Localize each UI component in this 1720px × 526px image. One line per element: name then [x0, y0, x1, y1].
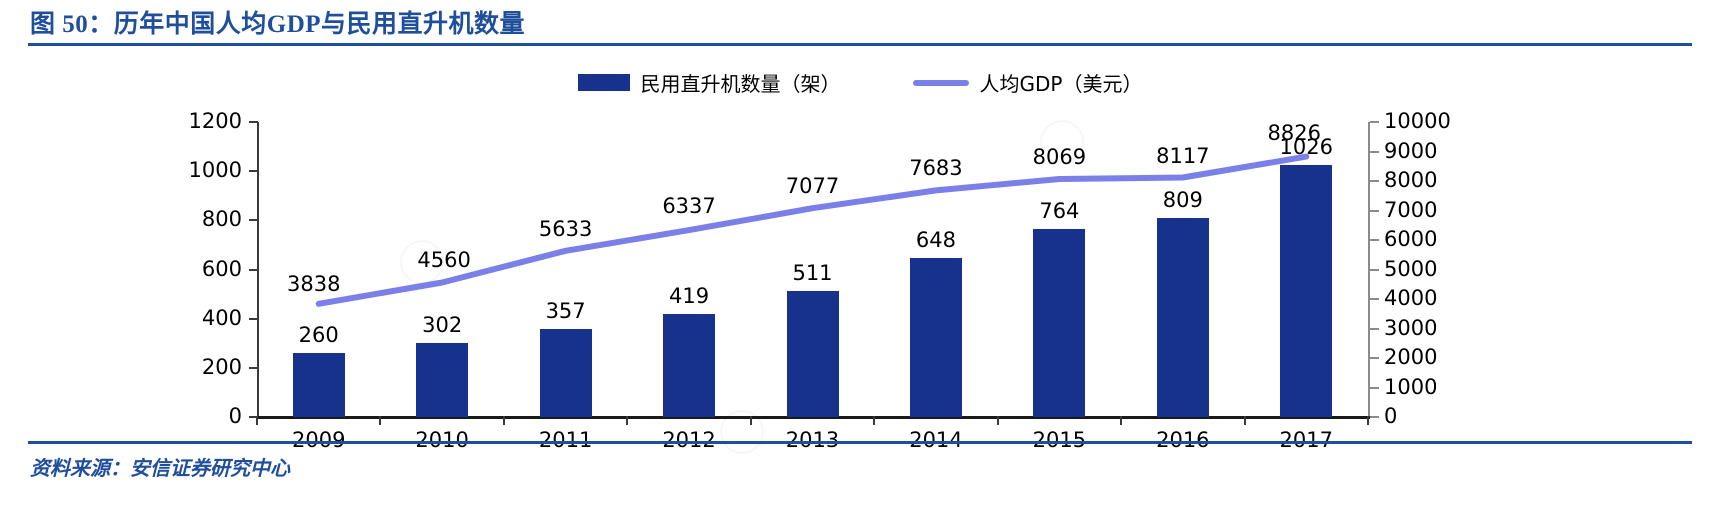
- gdp-value-label: 8826: [1267, 120, 1321, 145]
- y-axis-left-label: 800: [201, 207, 242, 232]
- x-axis-label: 2015: [1032, 428, 1087, 452]
- y-axis-right-label: 3000: [1384, 315, 1438, 340]
- bar[interactable]: [909, 257, 962, 417]
- x-axis-tick: [626, 416, 629, 425]
- y-axis-left-tick: [249, 121, 258, 123]
- legend-label-helicopter-count: 民用直升机数量（架）: [640, 72, 841, 96]
- gdp-value-label: 3838: [286, 271, 341, 296]
- x-axis-line: [257, 416, 1370, 419]
- gdp-value-label: 6337: [662, 194, 716, 219]
- x-axis-label: 2013: [785, 428, 840, 452]
- y-axis-right-tick: [1370, 150, 1379, 153]
- y-axis-left-tick: [249, 268, 258, 271]
- bar-swatch-icon: [577, 74, 630, 91]
- y-axis-right-tick: [1370, 357, 1379, 359]
- y-axis-left-tick: [249, 219, 258, 222]
- bar[interactable]: [1156, 218, 1209, 417]
- x-axis-tick: [749, 416, 752, 425]
- x-axis-tick: [996, 416, 999, 425]
- title-divider: [28, 43, 1692, 46]
- chart-legend: 民用直升机数量（架） 人均GDP（美元）: [0, 68, 1720, 97]
- y-axis-left-label: 200: [201, 354, 242, 379]
- x-axis-label: 2017: [1279, 428, 1333, 452]
- bar[interactable]: [786, 291, 839, 417]
- y-axis-right-label: 7000: [1384, 197, 1438, 222]
- y-axis-right-line: [1368, 122, 1370, 418]
- x-axis-label: 2016: [1156, 428, 1210, 452]
- y-axis-right-tick: [1370, 327, 1379, 330]
- x-axis-label: 2014: [909, 428, 963, 452]
- x-axis-tick: [873, 416, 876, 425]
- x-axis-tick: [1120, 416, 1123, 425]
- bar[interactable]: [663, 313, 716, 417]
- y-axis-left-line: [257, 122, 259, 418]
- y-axis-right-label: 4000: [1384, 286, 1438, 310]
- legend-label-gdp-per-capita: 人均GDP（美元）: [979, 72, 1143, 96]
- chart-plot-area: 0 200 400 600 800 1000 1200 0 1000 2000 3000 4000 5…: [0, 109, 1720, 452]
- y-axis-right-tick: [1370, 416, 1379, 418]
- y-axis-right-label: 0: [1384, 404, 1398, 428]
- gdp-line-series: [315, 153, 1310, 307]
- y-axis-right-label: 9000: [1384, 138, 1438, 163]
- bar-value-label: 419: [669, 283, 710, 308]
- bar[interactable]: [292, 353, 345, 417]
- y-axis-left-label: 1200: [188, 109, 242, 133]
- y-axis-right-tick: [1370, 180, 1379, 182]
- line-swatch-icon: [912, 79, 969, 86]
- y-axis-left-tick: [249, 416, 258, 418]
- y-axis-right-tick: [1370, 268, 1379, 271]
- y-axis-right-label: 10000: [1384, 109, 1451, 133]
- y-axis-right-label: 5000: [1384, 256, 1438, 281]
- y-axis-right-tick: [1370, 209, 1379, 212]
- x-axis-label: 2009: [291, 428, 346, 452]
- bar-value-label: 302: [422, 312, 463, 337]
- x-axis-label: 2011: [538, 428, 593, 452]
- legend-item-helicopter-count[interactable]: 民用直升机数量（架）: [577, 68, 841, 97]
- bar-value-label: 809: [1162, 188, 1203, 213]
- y-axis-right-tick: [1370, 239, 1379, 241]
- bar[interactable]: [1280, 164, 1333, 417]
- y-axis-left-tick: [249, 366, 258, 369]
- x-axis-tick: [1367, 416, 1369, 425]
- footer-divider: [28, 441, 1692, 444]
- y-axis-left-label: 400: [201, 305, 242, 330]
- figure-header: 图 50：历年中国人均GDP与民用直升机数量: [0, 0, 1720, 52]
- x-axis-tick: [1243, 416, 1246, 425]
- y-axis-left-label: 0: [228, 404, 242, 428]
- gdp-value-label: 4560: [417, 248, 471, 273]
- y-axis-left-tick: [249, 317, 258, 320]
- y-axis-right-tick: [1370, 298, 1379, 300]
- source-note: 资料来源：安信证券研究中心: [30, 458, 290, 480]
- gdp-value-label: 8069: [1032, 144, 1087, 169]
- x-axis-label: 2010: [415, 428, 469, 452]
- bar-value-label: 260: [298, 323, 339, 348]
- bar[interactable]: [416, 342, 469, 417]
- y-axis-left-label: 600: [201, 256, 242, 281]
- y-axis-left-tick: [249, 170, 258, 173]
- y-axis-right-label: 2000: [1384, 345, 1438, 369]
- gdp-value-label: 7683: [909, 156, 963, 181]
- bar-value-label: 764: [1039, 199, 1080, 224]
- gdp-value-label: 7077: [785, 174, 840, 199]
- y-axis-right-label: 8000: [1384, 168, 1438, 192]
- x-axis-label: 2012: [662, 428, 716, 452]
- y-axis-right-tick: [1370, 386, 1379, 389]
- y-axis-right-label: 6000: [1384, 227, 1438, 251]
- bar-value-label: 511: [792, 261, 833, 286]
- y-axis-right-tick: [1370, 121, 1379, 123]
- bar-value-label: 357: [545, 299, 586, 324]
- gdp-value-label: 5633: [538, 216, 593, 241]
- legend-item-gdp-per-capita[interactable]: 人均GDP（美元）: [912, 68, 1143, 97]
- bar[interactable]: [539, 329, 592, 417]
- x-axis-tick: [379, 416, 382, 425]
- gdp-value-label: 8117: [1156, 143, 1210, 168]
- y-axis-right-label: 1000: [1384, 374, 1438, 399]
- x-axis-tick: [256, 416, 258, 425]
- y-axis-left-label: 1000: [188, 158, 242, 183]
- bar[interactable]: [1033, 229, 1086, 417]
- page-title: 图 50：历年中国人均GDP与民用直升机数量: [30, 11, 526, 38]
- x-axis-tick: [502, 416, 505, 425]
- bar-value-label: 648: [915, 227, 956, 252]
